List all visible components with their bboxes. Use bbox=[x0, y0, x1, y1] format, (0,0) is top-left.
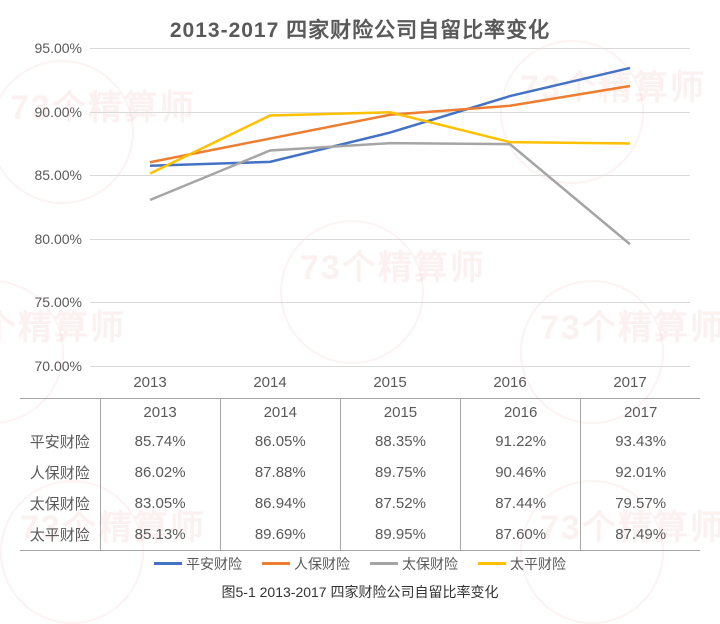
y-axis-label: 95.00% bbox=[22, 40, 82, 56]
gridline bbox=[90, 366, 690, 367]
table-cell: 92.01% bbox=[581, 457, 700, 488]
table-row: 平安财险85.74%86.05%88.35%91.22%93.43% bbox=[20, 426, 700, 457]
y-axis-label: 75.00% bbox=[22, 294, 82, 310]
y-axis-label: 90.00% bbox=[22, 104, 82, 120]
legend-label: 太平财险 bbox=[510, 554, 566, 574]
table-cell: 90.46% bbox=[461, 457, 581, 488]
table-cell: 83.05% bbox=[100, 488, 220, 519]
table-cell: 86.05% bbox=[220, 426, 340, 457]
table-row-label: 太平财险 bbox=[20, 519, 100, 551]
table-row-label: 太保财险 bbox=[20, 488, 100, 519]
table-cell: 85.13% bbox=[100, 519, 220, 551]
table-cell: 89.95% bbox=[340, 519, 460, 551]
table-cell: 89.75% bbox=[340, 457, 460, 488]
table-column-header: 2017 bbox=[581, 399, 700, 427]
table-cell: 85.74% bbox=[100, 426, 220, 457]
x-axis-label: 2014 bbox=[253, 374, 286, 391]
table-row: 人保财险86.02%87.88%89.75%90.46%92.01% bbox=[20, 457, 700, 488]
table-column-header: 2016 bbox=[461, 399, 581, 427]
table-cell: 91.22% bbox=[461, 426, 581, 457]
table-cell: 86.94% bbox=[220, 488, 340, 519]
series-line-太保财险 bbox=[150, 143, 630, 244]
series-line-人保财险 bbox=[150, 86, 630, 162]
table-cell: 89.69% bbox=[220, 519, 340, 551]
table-cell: 87.52% bbox=[340, 488, 460, 519]
legend-item: 太保财险 bbox=[370, 554, 458, 574]
table-column-header: 2015 bbox=[340, 399, 460, 427]
table-row-label: 平安财险 bbox=[20, 426, 100, 457]
legend-label: 太保财险 bbox=[402, 554, 458, 574]
legend-swatch bbox=[154, 562, 182, 565]
legend-swatch bbox=[262, 562, 290, 565]
table-cell: 93.43% bbox=[581, 426, 700, 457]
y-axis-label: 70.00% bbox=[22, 358, 82, 374]
x-axis-label: 2015 bbox=[373, 374, 406, 391]
y-axis-label: 85.00% bbox=[22, 167, 82, 183]
x-axis-label: 2013 bbox=[133, 374, 166, 391]
plot-area: 70.00%75.00%80.00%85.00%90.00%95.00% 201… bbox=[90, 48, 690, 366]
chart-title: 2013-2017 四家财险公司自留比率变化 bbox=[0, 0, 720, 44]
x-axis-label: 2017 bbox=[613, 374, 646, 391]
table-corner bbox=[20, 399, 100, 427]
table-row: 太平财险85.13%89.69%89.95%87.60%87.49% bbox=[20, 519, 700, 551]
chart-lines bbox=[90, 48, 690, 366]
x-axis-label: 2016 bbox=[493, 374, 526, 391]
series-line-平安财险 bbox=[150, 68, 630, 166]
table-column-header: 2013 bbox=[100, 399, 220, 427]
table-cell: 87.88% bbox=[220, 457, 340, 488]
y-axis-label: 80.00% bbox=[22, 231, 82, 247]
table-cell: 87.49% bbox=[581, 519, 700, 551]
table-row-label: 人保财险 bbox=[20, 457, 100, 488]
figure-caption: 图5-1 2013-2017 四家财险公司自留比率变化 bbox=[0, 582, 720, 602]
table-cell: 79.57% bbox=[581, 488, 700, 519]
legend-label: 平安财险 bbox=[186, 554, 242, 574]
table-column-header: 2014 bbox=[220, 399, 340, 427]
legend-item: 平安财险 bbox=[154, 554, 242, 574]
legend-swatch bbox=[370, 562, 398, 565]
legend-label: 人保财险 bbox=[294, 554, 350, 574]
legend-item: 太平财险 bbox=[478, 554, 566, 574]
table-cell: 87.60% bbox=[461, 519, 581, 551]
data-table: 20132014201520162017平安财险85.74%86.05%88.3… bbox=[20, 398, 700, 551]
table-cell: 87.44% bbox=[461, 488, 581, 519]
table-header-row: 20132014201520162017 bbox=[20, 399, 700, 427]
table-row: 太保财险83.05%86.94%87.52%87.44%79.57% bbox=[20, 488, 700, 519]
legend-swatch bbox=[478, 562, 506, 565]
legend: 平安财险 人保财险 太保财险 太平财险 bbox=[0, 552, 720, 574]
table-cell: 88.35% bbox=[340, 426, 460, 457]
legend-item: 人保财险 bbox=[262, 554, 350, 574]
table-cell: 86.02% bbox=[100, 457, 220, 488]
